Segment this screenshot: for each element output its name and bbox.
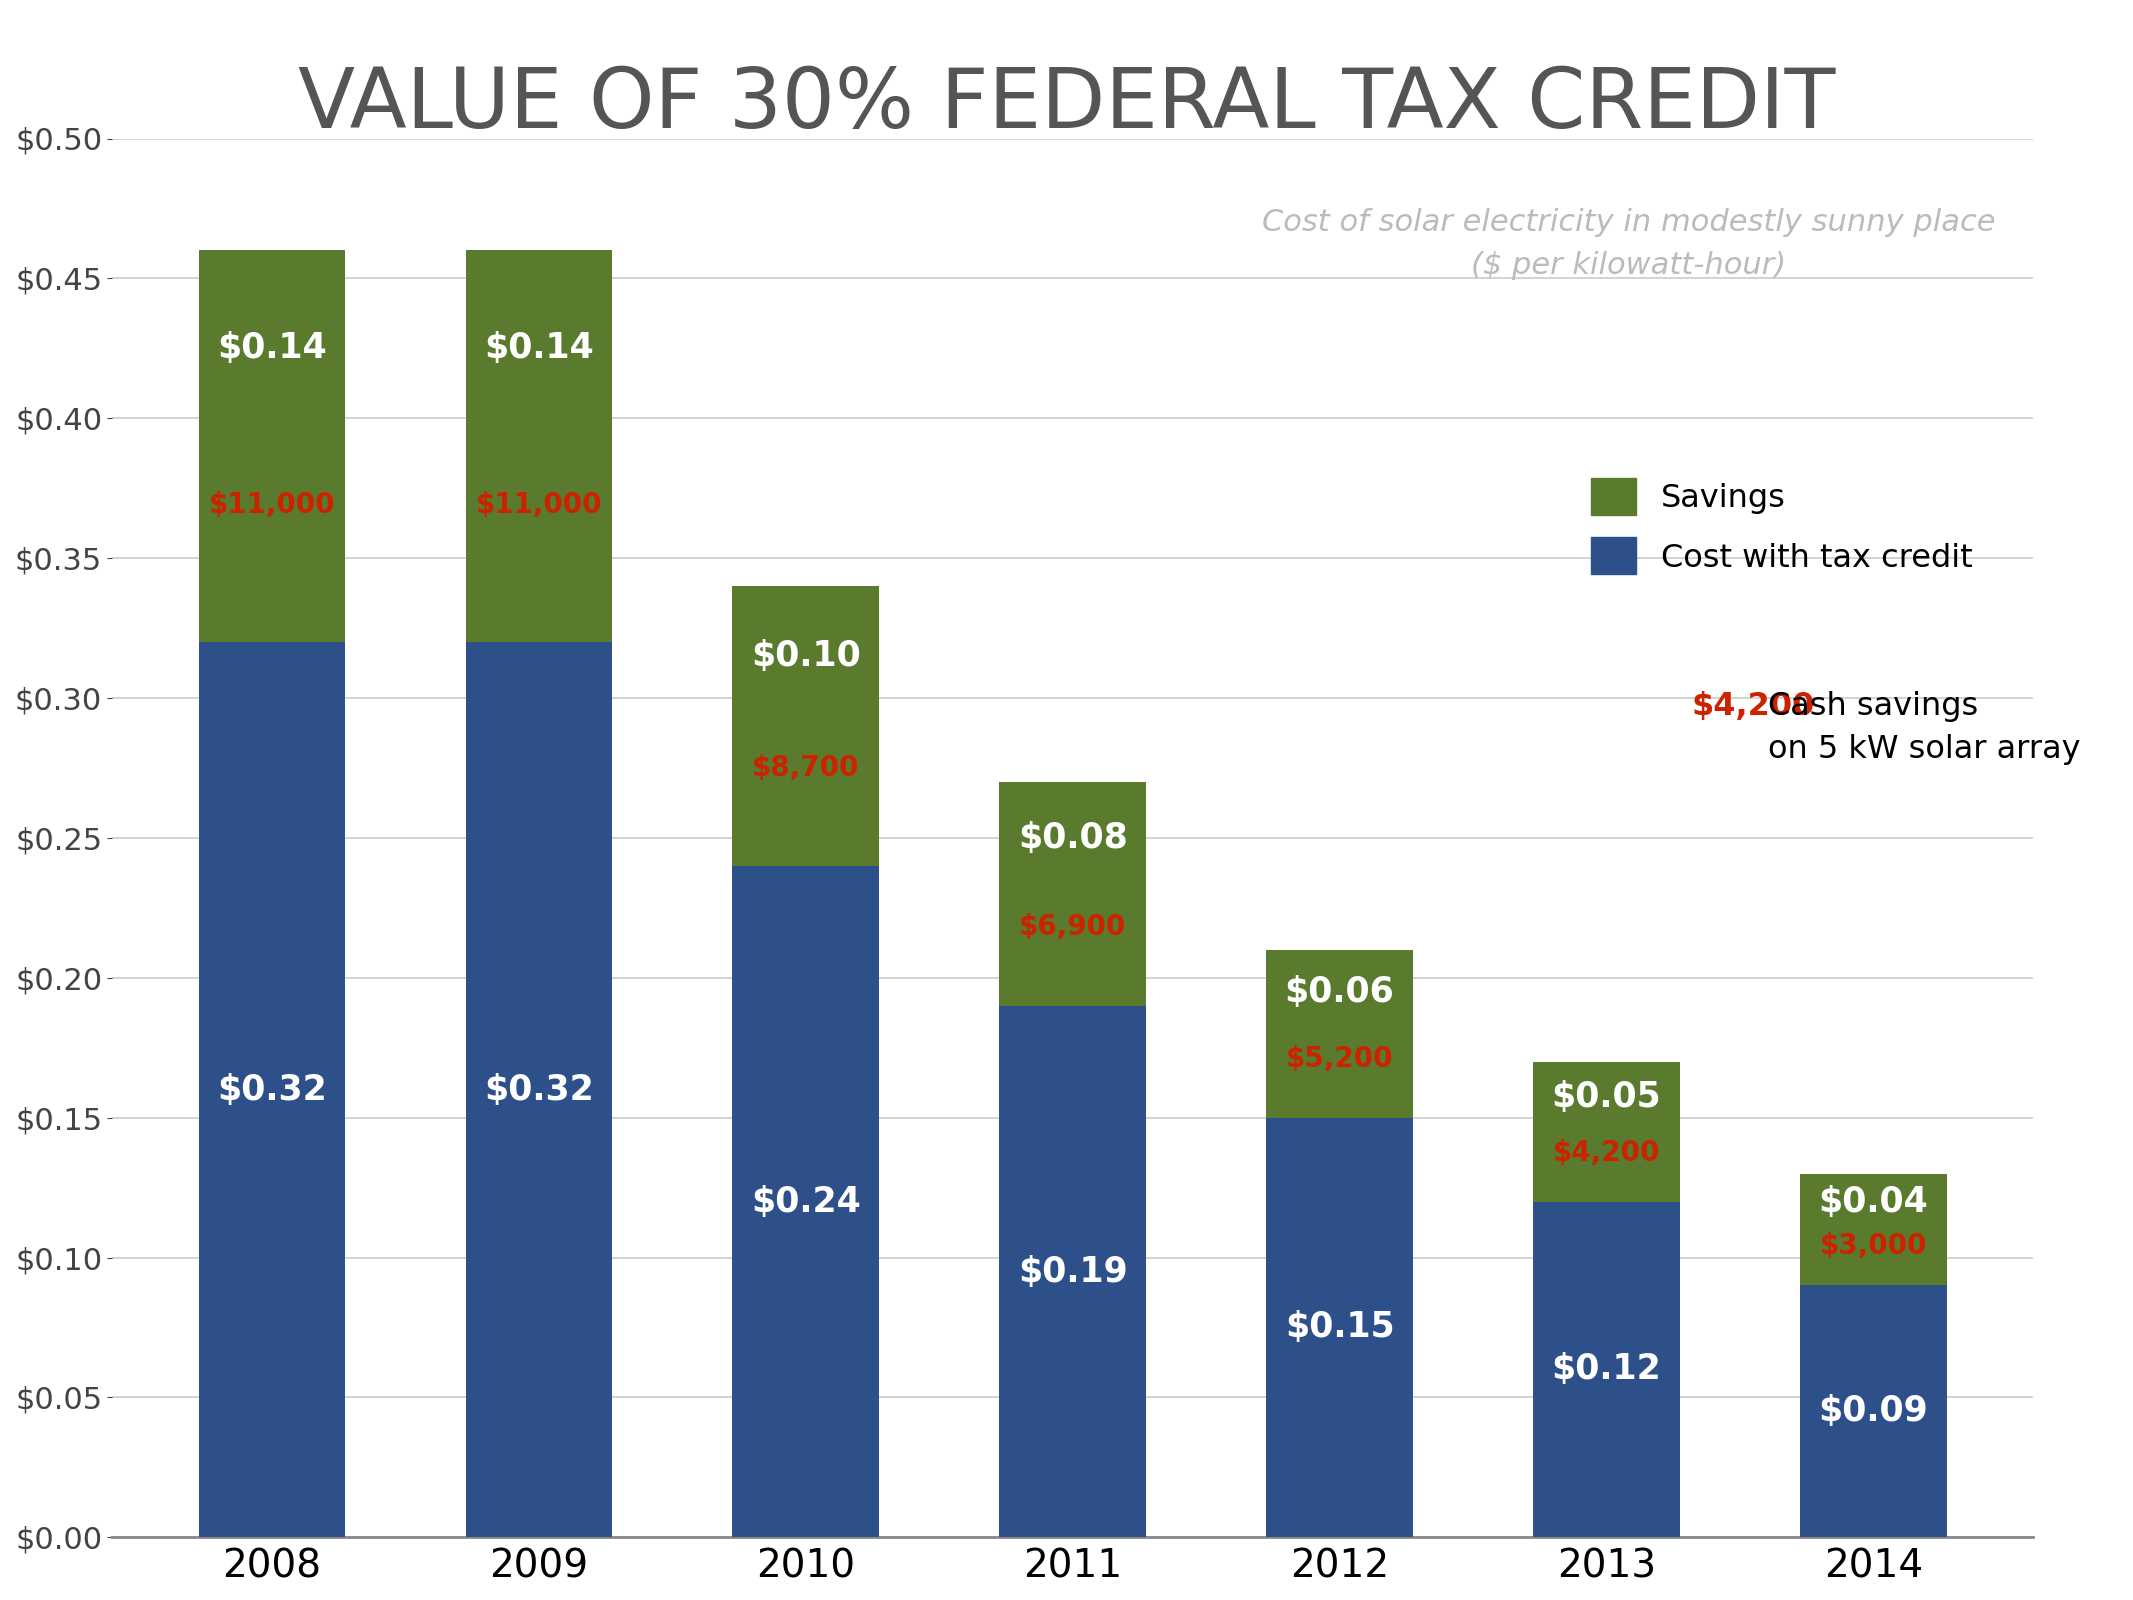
Text: $0.08: $0.08 — [1017, 821, 1128, 854]
Bar — [465, 642, 612, 1538]
Bar — [1000, 1006, 1145, 1538]
Text: $11,000: $11,000 — [476, 491, 602, 518]
Text: $3,000: $3,000 — [1819, 1232, 1926, 1261]
Text: $11,000: $11,000 — [209, 491, 335, 518]
Bar — [1267, 1118, 1412, 1538]
Text: $0.14: $0.14 — [218, 331, 326, 365]
Bar — [1534, 1062, 1681, 1202]
Text: $0.12: $0.12 — [1551, 1352, 1662, 1387]
Text: $0.04: $0.04 — [1819, 1184, 1928, 1219]
Text: $6,900: $6,900 — [1020, 914, 1126, 941]
Text: $8,700: $8,700 — [753, 754, 860, 782]
Text: $0.05: $0.05 — [1551, 1080, 1662, 1114]
Bar — [1267, 950, 1412, 1118]
Text: $5,200: $5,200 — [1286, 1045, 1393, 1074]
Text: $0.32: $0.32 — [484, 1072, 593, 1107]
Text: $0.24: $0.24 — [751, 1184, 862, 1219]
Text: VALUE OF 30% FEDERAL TAX CREDIT: VALUE OF 30% FEDERAL TAX CREDIT — [299, 64, 1834, 146]
Text: Cost of solar electricity in modestly sunny place
($ per kilowatt-hour): Cost of solar electricity in modestly su… — [1261, 208, 1994, 280]
Bar — [1800, 1285, 1947, 1538]
Text: $0.10: $0.10 — [751, 638, 862, 674]
Text: Cash savings
on 5 kW solar array: Cash savings on 5 kW solar array — [1768, 691, 2082, 765]
Text: $0.19: $0.19 — [1017, 1254, 1128, 1288]
Bar — [1534, 1202, 1681, 1538]
Text: $0.15: $0.15 — [1284, 1310, 1395, 1344]
Bar — [198, 251, 346, 642]
Bar — [465, 251, 612, 642]
Text: $0.06: $0.06 — [1284, 974, 1395, 1008]
Text: $0.32: $0.32 — [218, 1072, 326, 1107]
Text: $0.09: $0.09 — [1819, 1394, 1928, 1429]
Text: $0.14: $0.14 — [484, 331, 593, 365]
Text: $4,200: $4,200 — [1691, 691, 1815, 722]
Bar — [732, 586, 879, 866]
Text: $4,200: $4,200 — [1553, 1139, 1659, 1166]
Bar — [1800, 1173, 1947, 1285]
Legend: Savings, Cost with tax credit: Savings, Cost with tax credit — [1574, 462, 1988, 590]
Bar — [198, 642, 346, 1538]
Bar — [1000, 782, 1145, 1006]
Bar — [732, 866, 879, 1538]
